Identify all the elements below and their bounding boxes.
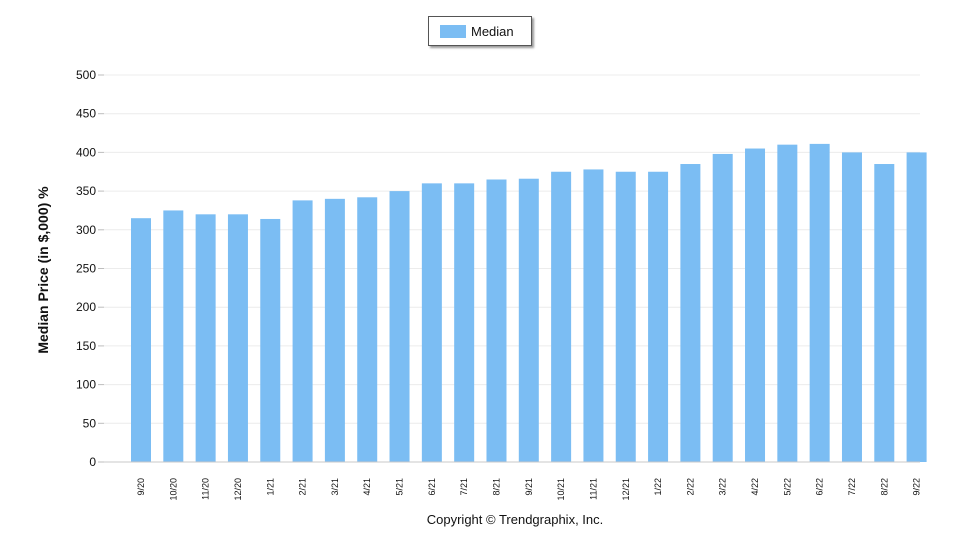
y-tick-label: 100 (76, 378, 96, 392)
x-tick-label: 6/22 (815, 478, 825, 496)
y-tick-labels: 0 50 100 150 200 250 300 350 400 450 500 (76, 68, 96, 469)
x-tick-label: 5/21 (395, 478, 405, 496)
bar-10-20 (163, 210, 184, 462)
bar-9-21 (518, 178, 539, 462)
x-tick-label: 6/21 (427, 478, 437, 496)
x-tick-label: 4/21 (362, 478, 372, 496)
x-tick-label: 7/21 (459, 478, 469, 496)
bar-1-21 (260, 218, 281, 462)
bar-12-21 (615, 171, 636, 462)
bar-7-21 (454, 183, 475, 463)
x-tick-label: 10/21 (556, 478, 566, 501)
bar-11-20 (195, 214, 216, 462)
x-tick-label: 8/22 (879, 478, 889, 496)
legend-label-median: Median (471, 23, 514, 39)
bar-10-21 (551, 171, 572, 462)
x-tick-label: 3/21 (330, 478, 340, 496)
bar-5-21 (389, 191, 410, 462)
x-tick-label: 9/21 (524, 478, 534, 496)
legend-swatch-median (440, 24, 466, 38)
x-tick-labels: 9/20 10/20 11/20 12/20 1/21 2/21 3/21 4/21 5/21 6… (136, 478, 922, 501)
y-tick-label: 250 (76, 262, 96, 276)
x-tick-label: 8/21 (491, 478, 501, 496)
legend: Median (428, 16, 532, 46)
bar-2-21 (292, 200, 313, 462)
x-tick-label: 11/20 (201, 478, 211, 500)
y-tick-label: 150 (76, 339, 96, 353)
bar-1-22 (648, 171, 669, 462)
bar-9-22 (906, 152, 927, 462)
bar-11-21 (583, 169, 604, 463)
x-tick-label: 2/22 (685, 478, 695, 496)
bar-4-21 (357, 197, 378, 463)
y-tick-label: 500 (76, 68, 96, 82)
bar-6-21 (421, 183, 442, 463)
copyright-footer: Copyright © Trendgraphix, Inc. (426, 512, 604, 527)
y-axis-label: Median Price (in $,000) % (35, 186, 51, 354)
x-tick-label: 9/22 (912, 478, 922, 496)
x-tick-label: 11/21 (588, 478, 598, 500)
bar-3-21 (324, 198, 345, 462)
y-tick-label: 400 (76, 145, 96, 159)
y-tick-label: 450 (76, 107, 96, 121)
bar-4-22 (745, 148, 766, 462)
y-tick-label: 50 (83, 416, 97, 430)
bar-2-22 (680, 164, 701, 462)
bar-12-20 (227, 214, 248, 462)
bar-6-22 (809, 143, 830, 463)
y-tick-label: 300 (76, 223, 96, 237)
x-tick-label: 2/21 (298, 478, 308, 496)
y-tick-label: 200 (76, 300, 96, 314)
x-tick-label: 12/21 (621, 478, 631, 501)
bar-9-20 (131, 218, 151, 462)
x-tick-label: 10/20 (168, 478, 178, 501)
y-tick-label: 0 (89, 455, 96, 469)
bars (131, 143, 927, 463)
x-tick-label: 1/21 (265, 478, 275, 496)
x-tick-label: 9/20 (136, 478, 146, 496)
bar-7-22 (841, 152, 862, 462)
bar-5-22 (777, 144, 798, 462)
x-tick-label: 3/22 (718, 478, 728, 496)
x-tick-label: 1/22 (653, 478, 663, 496)
x-tick-label: 5/22 (782, 478, 792, 496)
bar-8-22 (874, 164, 895, 462)
x-tick-label: 4/22 (750, 478, 760, 496)
bar-3-22 (712, 153, 733, 462)
x-tick-label: 7/22 (847, 478, 857, 496)
y-tick-label: 350 (76, 184, 96, 198)
bar-8-21 (486, 179, 507, 463)
x-tick-label: 12/20 (233, 478, 243, 501)
